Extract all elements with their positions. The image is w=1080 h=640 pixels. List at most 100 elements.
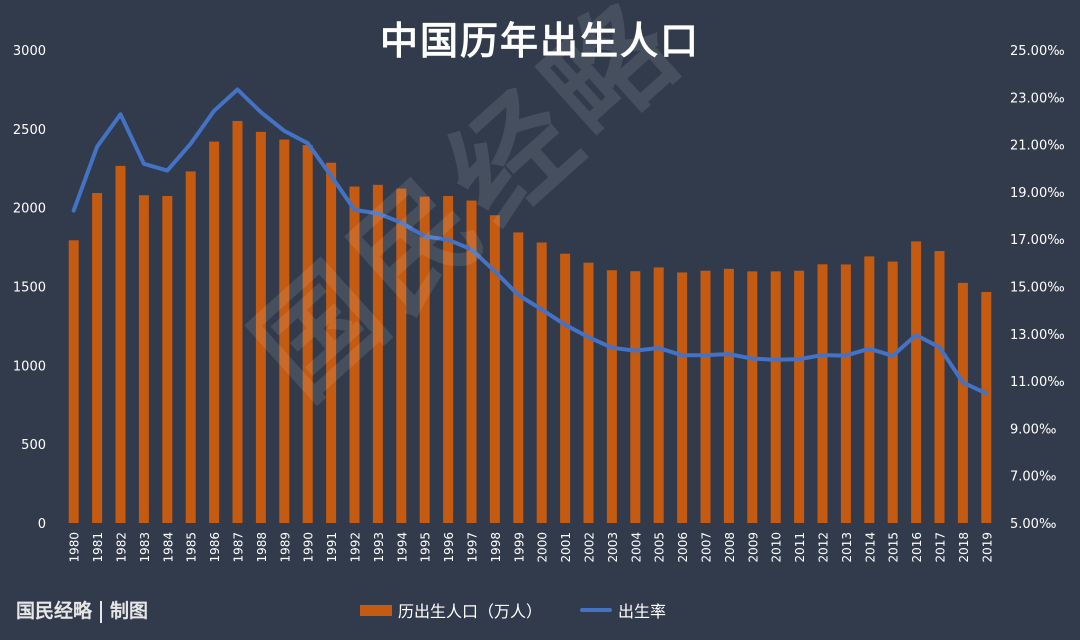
x-tick-label: 2019 xyxy=(980,532,994,563)
legend: 历出生人口（万人） 出生率 xyxy=(360,598,704,622)
bar-1994 xyxy=(396,188,407,524)
x-tick-label: 2009 xyxy=(746,532,760,563)
x-tick-label: 1997 xyxy=(466,532,480,563)
x-tick-label: 2013 xyxy=(840,532,854,563)
right-tick-label: 17.00‰ xyxy=(1010,233,1065,248)
bar-1999 xyxy=(513,232,524,523)
x-tick-label: 2005 xyxy=(653,532,667,563)
x-tick-label: 1993 xyxy=(372,532,386,563)
bar-2010 xyxy=(770,271,781,523)
right-tick-label: 25.00‰ xyxy=(1010,44,1065,59)
right-tick-label: 11.00‰ xyxy=(1010,375,1065,390)
left-tick-label: 1500 xyxy=(13,281,46,296)
bar-1993 xyxy=(372,184,383,523)
bar-2012 xyxy=(817,264,828,523)
bar-1990 xyxy=(302,145,313,523)
bar-1989 xyxy=(279,139,290,523)
bar-1987 xyxy=(232,120,243,523)
legend-item-births: 历出生人口（万人） xyxy=(360,598,542,622)
x-tick-label: 1990 xyxy=(302,532,316,563)
legend-item-rate: 出生率 xyxy=(580,598,666,622)
x-tick-label: 1998 xyxy=(489,532,503,563)
bar-1996 xyxy=(443,195,454,523)
x-tick-label: 1982 xyxy=(115,532,129,563)
left-tick-label: 0 xyxy=(38,517,46,532)
bar-1980 xyxy=(68,240,79,524)
right-tick-label: 15.00‰ xyxy=(1010,281,1065,296)
x-tick-label: 2007 xyxy=(700,532,714,563)
x-tick-label: 1992 xyxy=(349,532,363,563)
right-tick-label: 21.00‰ xyxy=(1010,139,1065,154)
right-tick-label: 5.00‰ xyxy=(1010,517,1056,532)
x-tick-label: 2003 xyxy=(606,532,620,563)
x-tick-label: 1988 xyxy=(255,532,269,563)
x-tick-label: 2012 xyxy=(817,532,831,563)
x-tick-label: 1984 xyxy=(161,532,175,563)
right-tick-label: 23.00‰ xyxy=(1010,91,1065,106)
right-tick-label: 9.00‰ xyxy=(1010,422,1056,437)
bar-2005 xyxy=(653,267,664,523)
x-tick-label: 2008 xyxy=(723,532,737,563)
chart-title: 中国历年出生人口 xyxy=(379,19,700,63)
x-tick-label: 2010 xyxy=(770,532,784,563)
bar-2011 xyxy=(794,270,805,523)
x-tick-label: 1995 xyxy=(419,532,433,563)
legend-label-rate: 出生率 xyxy=(618,602,667,621)
x-tick-label: 2018 xyxy=(957,532,971,563)
bar-2019 xyxy=(981,292,992,523)
legend-swatch-bar xyxy=(360,604,392,616)
bar-2013 xyxy=(840,264,851,523)
bar-1998 xyxy=(489,215,500,523)
bar-2014 xyxy=(864,256,875,523)
x-tick-label: 2006 xyxy=(676,532,690,563)
bar-2017 xyxy=(934,251,945,523)
bar-1997 xyxy=(466,200,477,524)
x-tick-label: 2015 xyxy=(887,532,901,563)
left-tick-label: 3000 xyxy=(13,44,46,59)
bar-2006 xyxy=(677,272,688,523)
legend-label-births: 历出生人口（万人） xyxy=(398,602,543,621)
bar-1981 xyxy=(92,193,103,523)
credit-org: 国民经略 xyxy=(16,600,93,622)
right-tick-label: 13.00‰ xyxy=(1010,328,1065,343)
bar-1985 xyxy=(185,171,196,524)
bar-1995 xyxy=(419,196,430,523)
left-tick-label: 500 xyxy=(21,438,46,453)
bar-2008 xyxy=(723,268,734,523)
left-tick-label: 2500 xyxy=(13,123,46,138)
bar-2004 xyxy=(630,271,641,523)
x-tick-label: 1983 xyxy=(138,532,152,563)
bar-2018 xyxy=(957,282,968,523)
x-tick-label: 2011 xyxy=(793,532,807,563)
bar-2002 xyxy=(583,262,594,523)
x-tick-label: 1981 xyxy=(91,532,105,563)
credit-note: 制图 xyxy=(110,600,149,622)
x-tick-label: 2001 xyxy=(559,532,573,563)
bar-1992 xyxy=(349,186,360,523)
bar-2016 xyxy=(911,241,922,523)
bar-1988 xyxy=(255,131,266,524)
bar-2000 xyxy=(536,242,547,524)
x-tick-label: 1987 xyxy=(232,532,246,563)
bar-2001 xyxy=(560,253,571,524)
right-tick-label: 19.00‰ xyxy=(1010,186,1065,201)
left-tick-label: 1000 xyxy=(13,359,46,374)
x-tick-label: 2016 xyxy=(910,532,924,563)
bar-1986 xyxy=(209,141,220,523)
credit: 国民经略 制图 xyxy=(16,596,148,623)
bar-2003 xyxy=(606,270,617,523)
bar-2009 xyxy=(747,271,758,523)
x-tick-label: 1980 xyxy=(68,532,82,563)
rate-line xyxy=(71,87,989,396)
bar-1982 xyxy=(115,165,126,523)
x-tick-label: 1991 xyxy=(325,532,339,563)
x-tick-label: 1985 xyxy=(185,532,199,563)
bar-1991 xyxy=(326,162,337,523)
x-tick-label: 2017 xyxy=(934,532,948,563)
x-tick-label: 1986 xyxy=(208,532,222,563)
x-tick-label: 2004 xyxy=(629,532,643,563)
left-tick-label: 2000 xyxy=(13,202,46,217)
legend-swatch-line xyxy=(580,608,613,612)
bar-1983 xyxy=(138,195,149,523)
